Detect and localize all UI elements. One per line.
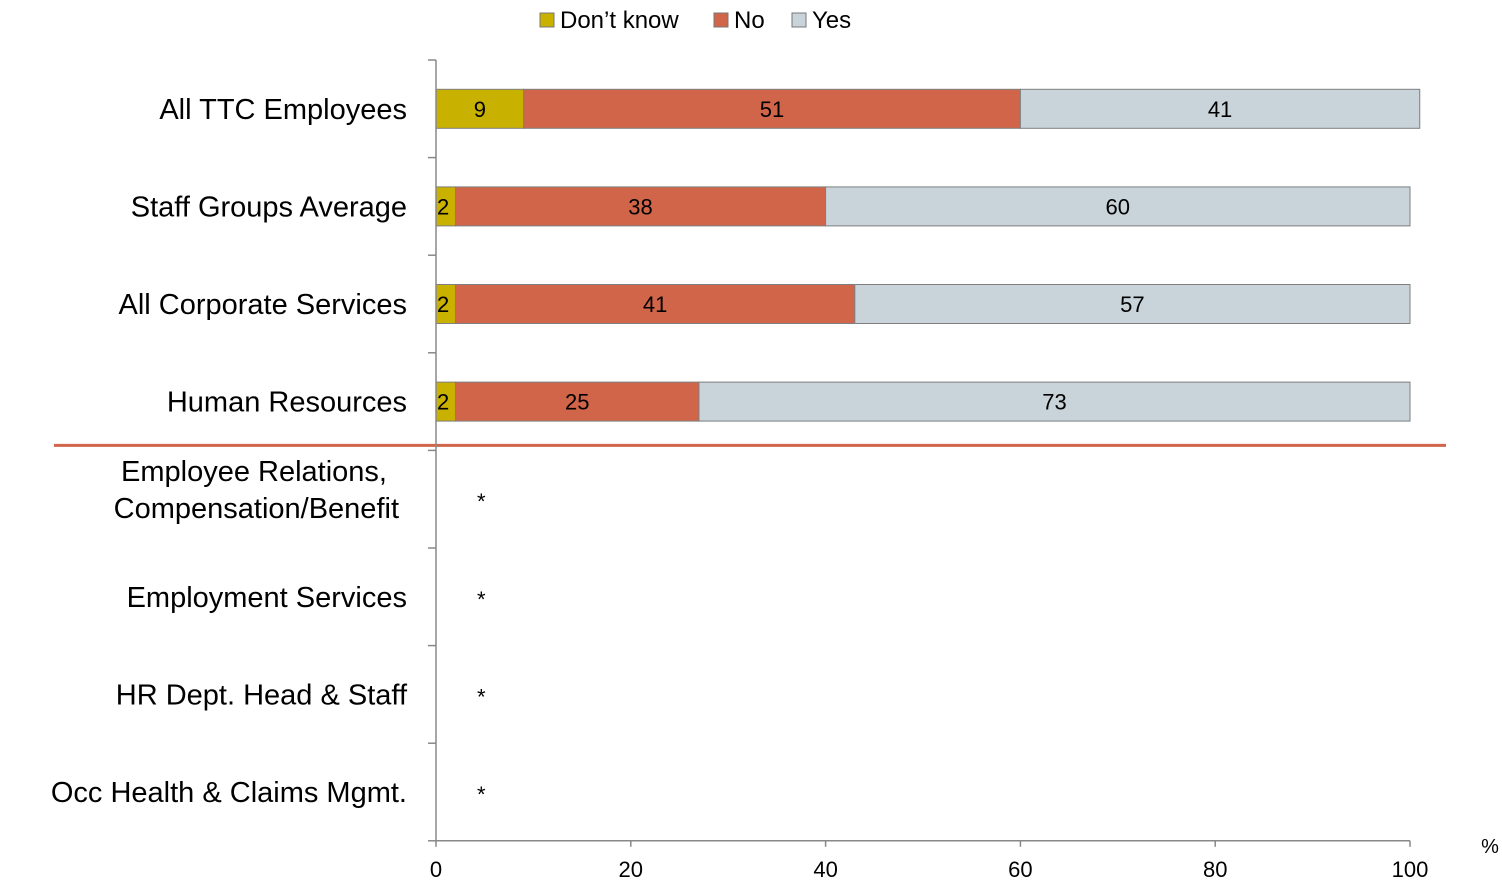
value-label-1-3: 25 [565, 390, 589, 415]
category-label-5: Employment Services [127, 582, 407, 614]
value-label-2-1: 60 [1106, 194, 1130, 219]
bar-0-0 [435, 88, 525, 129]
category-labels: All TTC Employees Staff Groups Average All… [51, 94, 408, 809]
category-label-4: Employee Relations, Compensation/Benefit [114, 456, 399, 525]
category-label-2: All Corporate Services [119, 289, 408, 321]
bar-2-2 [854, 284, 1411, 324]
value-label-0-1: 2 [437, 194, 449, 219]
value-label-1-1: 38 [628, 194, 652, 219]
legend-label-0: Don’t know [560, 7, 679, 34]
bar-1-2 [454, 284, 856, 324]
category-label-1: Staff Groups Average [131, 191, 407, 223]
value-label-1-0: 51 [760, 97, 784, 122]
bar-1-1 [454, 186, 827, 227]
value-label-2-0: 41 [1208, 97, 1232, 122]
legend-swatch-0 [539, 12, 555, 28]
x-tick-label-1: 20 [619, 857, 643, 882]
suppressed-marker-4: * [477, 489, 486, 514]
value-label-0-0: 9 [474, 97, 486, 122]
category-label-0: All TTC Employees [159, 94, 407, 126]
category-label-6: HR Dept. Head & Staff [116, 679, 408, 711]
value-label-0-3: 2 [437, 390, 449, 415]
category-label-3: Human Resources [167, 387, 407, 419]
bar-1-0 [523, 88, 1021, 129]
legend-swatch-1 [713, 12, 729, 28]
value-label-2-3: 73 [1042, 390, 1066, 415]
bar-1-3 [454, 381, 700, 422]
x-tick-label-3: 60 [1008, 857, 1032, 882]
suppressed-marker-5: * [477, 587, 486, 612]
legend-label-1: No [734, 7, 765, 34]
bar-2-1 [825, 186, 1411, 227]
chart-legend: Don’t know No Yes [539, 7, 851, 34]
value-label-1-2: 41 [643, 292, 667, 317]
value-label-0-2: 2 [437, 292, 449, 317]
bar-2-0 [1019, 88, 1421, 129]
x-tick-label-5: 100 [1392, 857, 1429, 882]
x-axis: 0 20 40 60 80 100 [428, 59, 1429, 882]
bar-2-3 [698, 381, 1411, 422]
x-axis-unit-label: % [1481, 836, 1499, 858]
x-tick-label-4: 80 [1203, 857, 1227, 882]
x-tick-label-0: 0 [430, 857, 442, 882]
x-tick-label-2: 40 [813, 857, 837, 882]
category-label-4-line-1: Compensation/Benefit [114, 493, 399, 525]
legend-label-2: Yes [812, 7, 851, 34]
suppressed-marker-6: * [477, 684, 486, 709]
category-label-4-line-0: Employee Relations, [121, 456, 387, 488]
value-label-2-2: 57 [1120, 292, 1144, 317]
legend-swatch-2 [791, 12, 807, 28]
category-label-7: Occ Health & Claims Mgmt. [51, 777, 407, 809]
suppressed-marker-7: * [477, 782, 486, 807]
bars-layer: 9 51 41 2 38 60 2 41 57 2 25 73 * * * * [435, 88, 1421, 807]
